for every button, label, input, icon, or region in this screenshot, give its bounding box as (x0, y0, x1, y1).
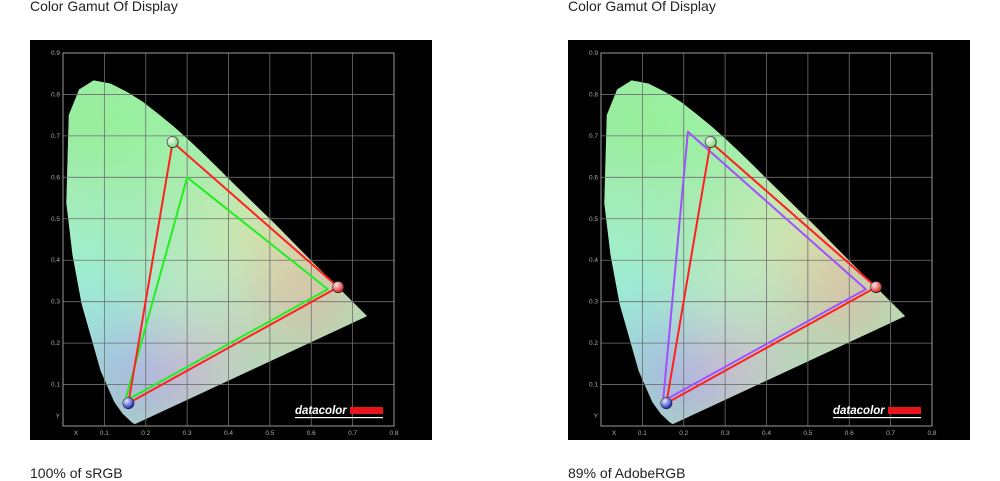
x-tick-label: 0.6 (307, 430, 316, 437)
y-tick-label: 0.5 (51, 216, 60, 223)
x-tick-label: 0.6 (845, 430, 854, 437)
y-tick-label: 0.7 (51, 133, 60, 140)
x-tick-label: 0.4 (224, 430, 233, 437)
y-tick-label: Y (56, 413, 61, 420)
spectral-locus-area (66, 80, 368, 424)
x-tick-label: X (74, 430, 79, 437)
datacolor-logo: datacolor (833, 405, 921, 419)
gamut-triangle (662, 130, 867, 403)
y-tick-label: 0.6 (589, 174, 598, 181)
x-tick-label: 0.1 (100, 430, 109, 437)
chart-title: Color Gamut Of Display (30, 0, 178, 14)
gamut-triangle (127, 141, 340, 405)
x-tick-label: 0.8 (389, 430, 398, 437)
y-tick-label: 0.8 (51, 91, 60, 98)
y-tick-label: 0.6 (51, 174, 60, 181)
x-tick-label: 0.7 (886, 430, 895, 437)
y-tick-label: 0.1 (589, 382, 598, 389)
chart-title: Color Gamut Of Display (568, 0, 716, 14)
gamut-triangle (124, 176, 329, 403)
gamut-panel-adobergb: Color Gamut Of Display X 0.1 0.2 0.3 0.4 0.5 0… (568, 0, 998, 481)
x-tick-label: 0.2 (141, 430, 150, 437)
y-tick-label: 0.3 (589, 299, 598, 306)
y-tick-label: 0.9 (589, 50, 598, 57)
chart-grid (62, 52, 395, 427)
x-tick-label: 0.4 (762, 430, 771, 437)
gamut-chart: X 0.1 0.2 0.3 0.4 0.5 0.6 0.7 0.8 Y 0.1 0.2 0.3 0.4 0.… (30, 40, 432, 440)
datacolor-logo: datacolor (295, 405, 383, 419)
svg-text:datacolor: datacolor (295, 405, 347, 417)
primary-point-marker (166, 136, 179, 149)
y-tick-label: 0.1 (51, 382, 60, 389)
x-tick-label: 0.3 (721, 430, 730, 437)
x-tick-label: 0.8 (927, 430, 936, 437)
x-tick-label: 0.5 (803, 430, 812, 437)
y-tick-label: Y (594, 413, 599, 420)
gamut-coverage-caption: 100% of sRGB (30, 465, 123, 481)
y-tick-label: 0.3 (51, 299, 60, 306)
primary-point-marker (122, 397, 135, 410)
y-tick-label: 0.9 (51, 50, 60, 57)
gamut-coverage-caption: 89% of AdobeRGB (568, 465, 686, 481)
y-tick-label: 0.4 (51, 257, 60, 264)
primary-point-marker (704, 136, 717, 149)
gamut-panel-srgb: Color Gamut Of Display X 0.1 0.2 0.3 0.4 0.5 0… (30, 0, 460, 481)
x-tick-label: 0.3 (183, 430, 192, 437)
gamut-chart: X 0.1 0.2 0.3 0.4 0.5 0.6 0.7 0.8 Y 0.1 0.2 0.3 0.4 0.… (568, 40, 970, 440)
x-tick-label: 0.1 (638, 430, 647, 437)
y-tick-label: 0.4 (589, 257, 598, 264)
primary-point-marker (870, 281, 883, 294)
chart-svg: X 0.1 0.2 0.3 0.4 0.5 0.6 0.7 0.8 Y 0.1 0.2 0.3 0.4 0.… (51, 50, 399, 437)
primary-point-marker (660, 397, 673, 410)
x-tick-label: 0.2 (679, 430, 688, 437)
gamut-triangle (665, 141, 878, 405)
primary-point-marker (332, 281, 345, 294)
y-tick-label: 0.2 (589, 340, 598, 347)
y-tick-label: 0.8 (589, 91, 598, 98)
x-tick-label: 0.7 (348, 430, 357, 437)
y-tick-label: 0.7 (589, 133, 598, 140)
chart-svg: X 0.1 0.2 0.3 0.4 0.5 0.6 0.7 0.8 Y 0.1 0.2 0.3 0.4 0.… (589, 50, 937, 437)
y-tick-label: 0.2 (51, 340, 60, 347)
svg-text:datacolor: datacolor (833, 405, 885, 417)
spectral-locus-area (604, 80, 906, 424)
y-tick-label: 0.5 (589, 216, 598, 223)
x-tick-label: 0.5 (265, 430, 274, 437)
x-tick-label: X (612, 430, 617, 437)
